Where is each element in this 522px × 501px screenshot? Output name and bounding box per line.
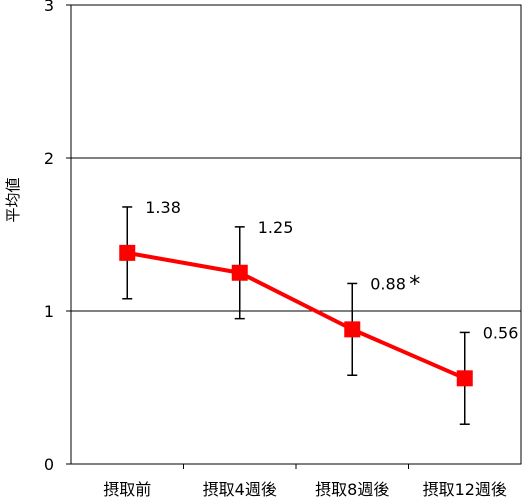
data-label-layer: 1.381.250.88*0.56** [145, 198, 522, 346]
tick-labels: 0 1 2 3 摂取前 摂取4週後 摂取8週後 摂取12週後 [44, 0, 507, 499]
y-tick-label: 3 [44, 0, 54, 15]
y-tick-label: 2 [44, 149, 54, 168]
data-point-marker [344, 321, 361, 338]
series-layer [119, 206, 473, 425]
x-tick-label: 摂取前 [103, 480, 151, 499]
y-axis-label: 平均値 [4, 177, 22, 222]
data-point-marker [456, 370, 473, 387]
data-point-marker [231, 264, 248, 281]
axes [66, 4, 409, 469]
significance-marker: * [409, 272, 420, 297]
data-label: 0.56 [483, 323, 519, 342]
y-tick-label: 0 [44, 455, 54, 474]
gridlines [71, 157, 521, 312]
data-label: 1.38 [145, 198, 181, 217]
series-line [126, 250, 466, 381]
y-tick-label: 1 [44, 302, 54, 321]
x-tick-label: 摂取8週後 [315, 480, 389, 499]
plot-area [70, 4, 522, 465]
data-label: 0.88 [370, 274, 406, 293]
data-label: 1.25 [258, 218, 294, 237]
x-tick-label: 摂取12週後 [423, 480, 507, 499]
data-point-marker [119, 244, 136, 261]
x-tick-label: 摂取4週後 [203, 480, 277, 499]
